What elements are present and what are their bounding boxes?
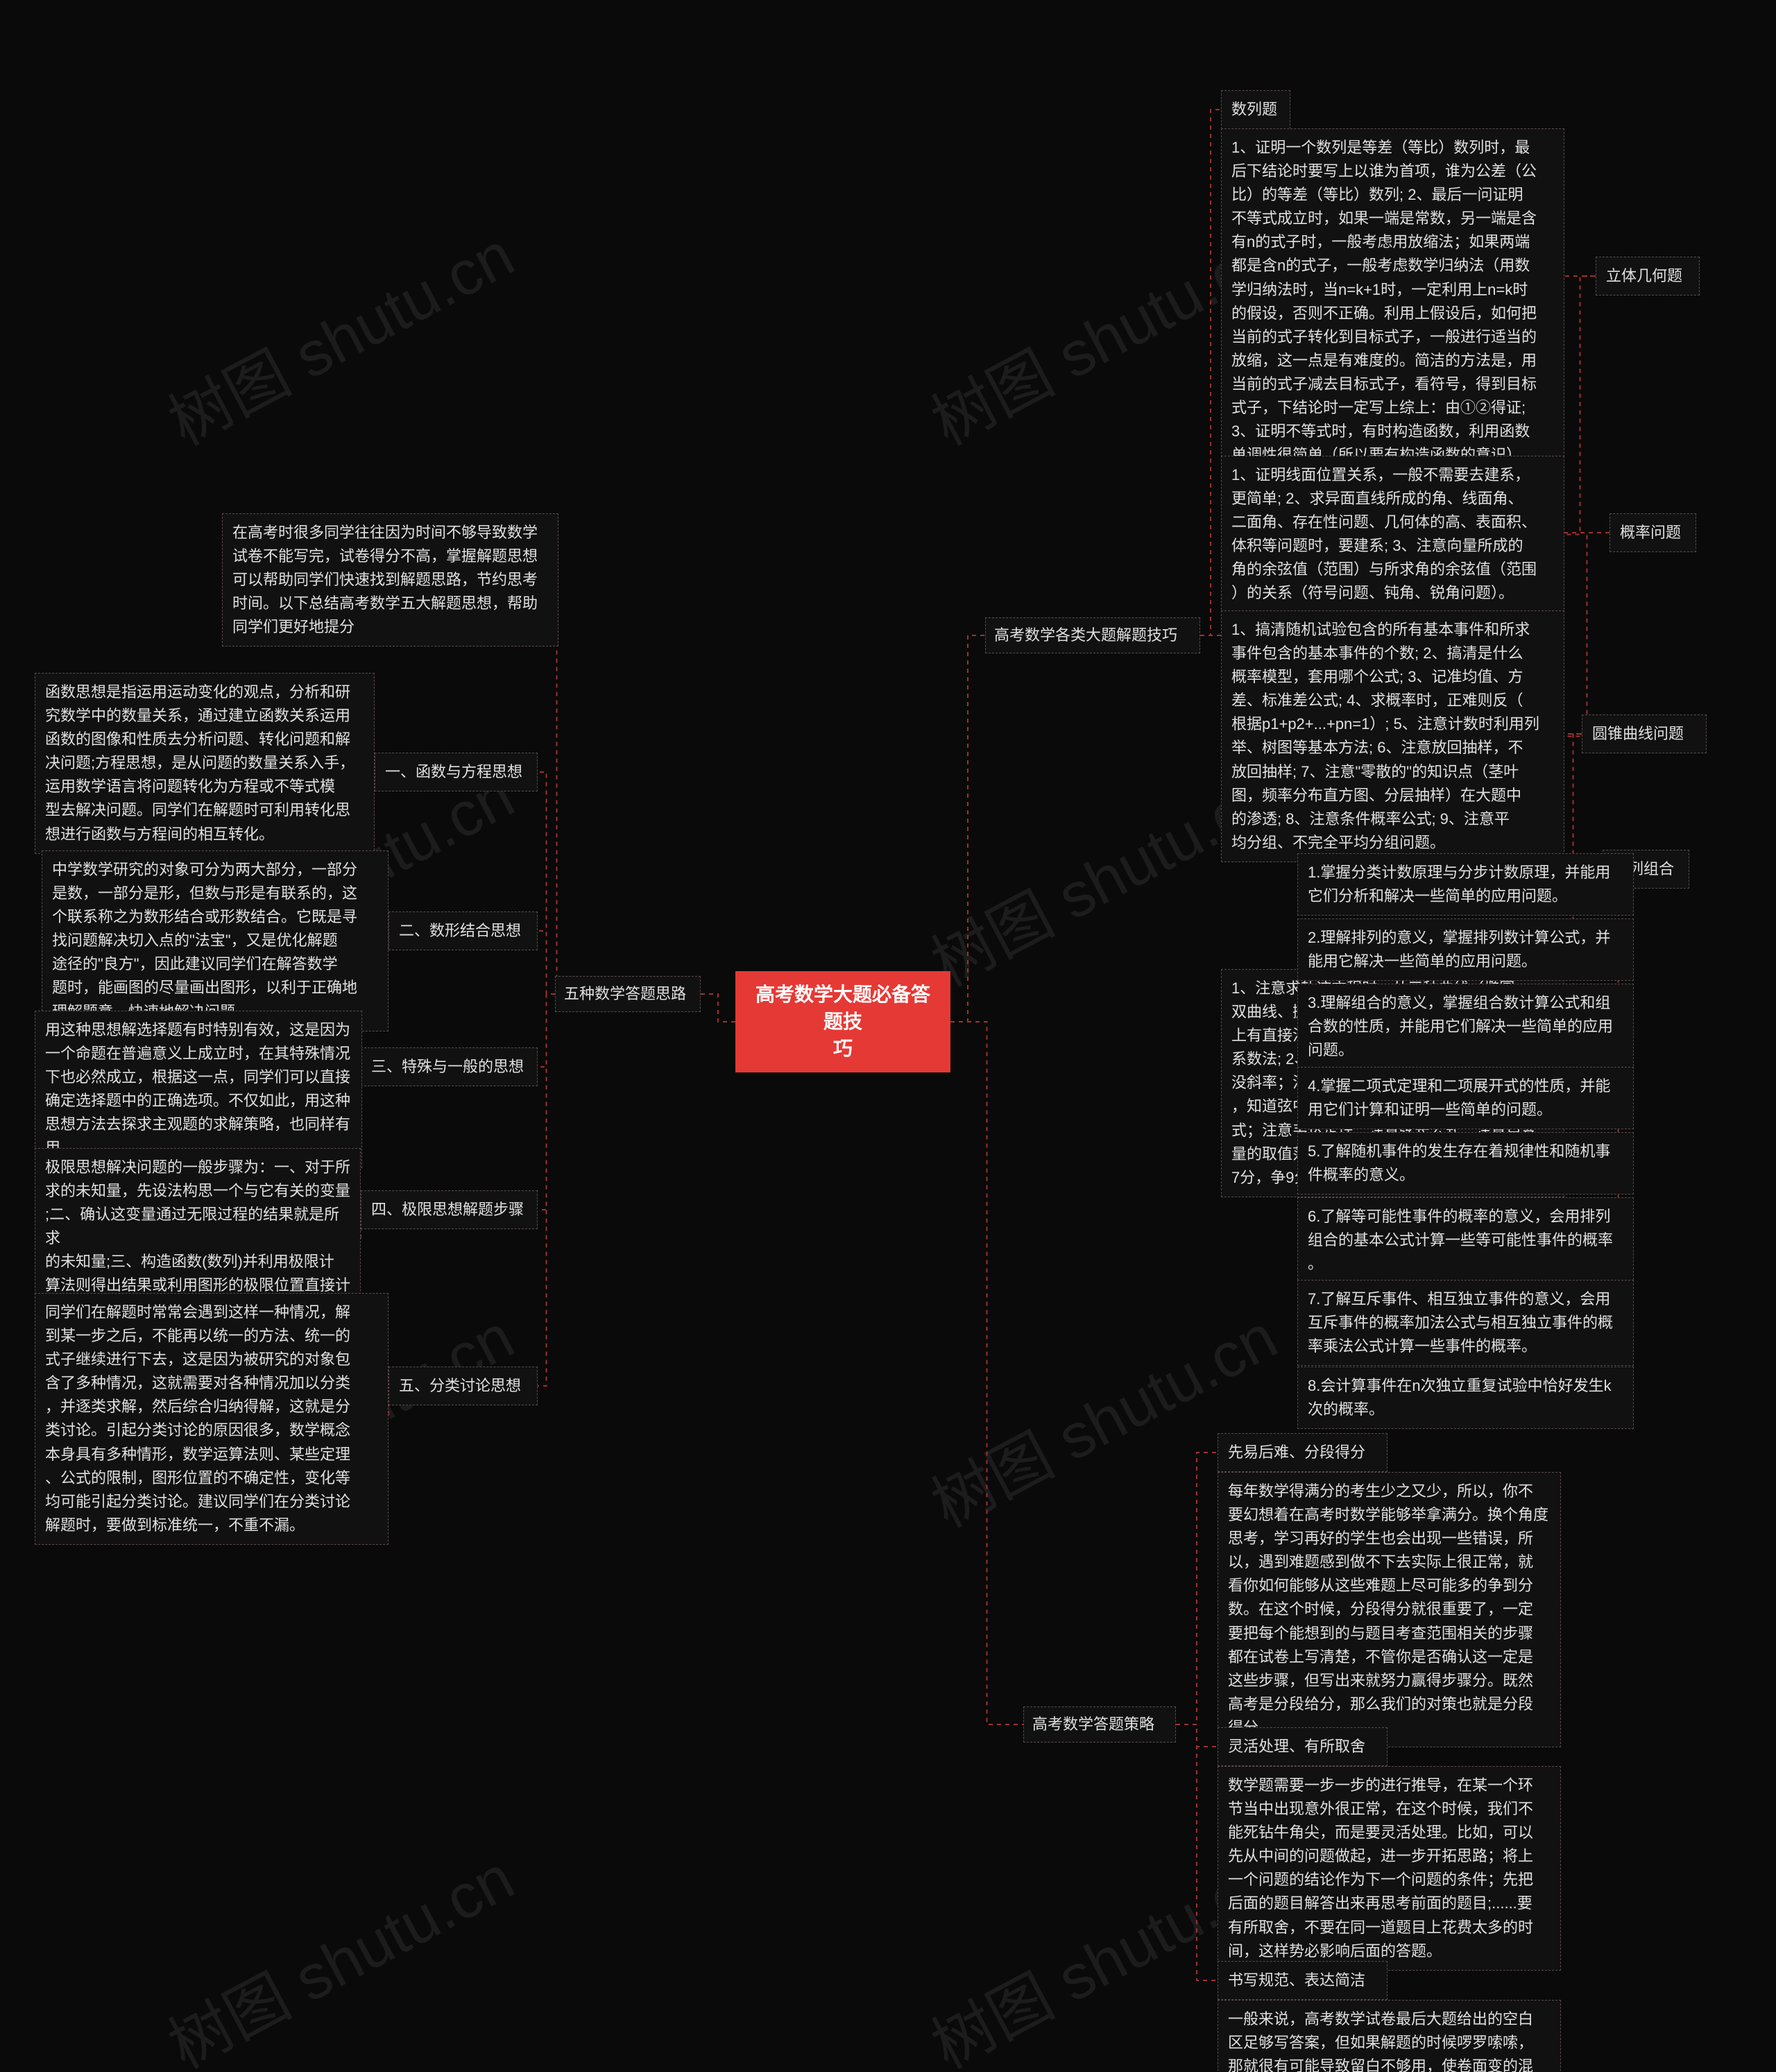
- node-r_solid: 立体几何题: [1596, 257, 1700, 296]
- watermark: 树图 shutu.cn: [152, 208, 531, 471]
- node-l2: 二、数形结合思想: [388, 911, 538, 950]
- node-r_prob: 概率问题: [1610, 513, 1696, 552]
- node-s3d: 一般来说，高考数学试卷最后大题给出的空白 区足够写答案，但如果解题的时候啰罗嗦嗦…: [1218, 2000, 1561, 2072]
- node-r_c1: 1.掌握分类计数原理与分步计数原理，并能用 它们分析和解决一些简单的应用问题。: [1297, 853, 1634, 916]
- node-r_seq: 数列题: [1221, 90, 1290, 129]
- connector: [950, 1022, 1023, 1724]
- node-r_prob_d: 1、搞清随机试验包含的所有基本事件和所求 事件包含的基本事件的个数; 2、搞清是…: [1221, 610, 1564, 862]
- connector: [1564, 276, 1596, 535]
- node-l3: 三、特殊与一般的思想: [361, 1047, 538, 1086]
- connector: [538, 772, 555, 994]
- node-b_tips: 高考数学各类大题解题技巧: [985, 617, 1200, 653]
- node-s2: 灵活处理、有所取舍: [1218, 1727, 1388, 1766]
- connector: [1176, 1724, 1218, 1747]
- node-s1: 先易后难、分段得分: [1218, 1433, 1388, 1472]
- node-l4: 四、极限思想解题步骤: [361, 1190, 538, 1229]
- node-l_intro: 在高考时很多同学往往因为时间不够导致数学 试卷不能写完，试卷得分不高，掌握解题思…: [222, 513, 558, 647]
- node-l5d: 同学们在解题时常常会遇到这样一种情况，解 到某一步之后，不能再以统一的方法、统一…: [35, 1293, 388, 1545]
- connector: [1564, 533, 1610, 737]
- connector: [538, 994, 555, 1386]
- node-r_c8: 8.会计算事件在n次独立重复试验中恰好发生k 次的概率。: [1297, 1367, 1634, 1429]
- node-s2d: 数学题需要一步一步的进行推导，在某一个环 节当中出现意外很正常，在这个时候，我们…: [1218, 1766, 1561, 1971]
- connector: [701, 994, 735, 1022]
- canvas: 树图 shutu.cn树图 shutu.cn树图 shutu.cn树图 shut…: [0, 0, 1776, 2072]
- node-r_solid_d: 1、证明线面位置关系，一般不需要去建系， 更简单; 2、求异面直线所成的角、线面…: [1221, 456, 1564, 613]
- node-l3d: 用这种思想解选择题有时特别有效，这是因为 一个命题在普遍意义上成立时，在其特殊情…: [35, 1011, 362, 1168]
- node-r_conic: 圆锥曲线问题: [1582, 714, 1707, 753]
- node-r_c2: 2.理解排列的意义，掌握排列数计算公式，并 能用它解决一些简单的应用问题。: [1297, 918, 1634, 981]
- node-r_c3: 3.理解组合的意义，掌握组合数计算公式和组 合数的性质，并能用它们解决一些简单的…: [1297, 984, 1634, 1070]
- node-l1d: 函数思想是指运用运动变化的观点，分析和研 究数学中的数量关系，通过建立函数关系运…: [35, 673, 375, 854]
- node-r_c7: 7.了解互斥事件、相互独立事件的意义，会用 互斥事件的概率加法公式与相互独立事件…: [1297, 1280, 1634, 1366]
- node-l5: 五、分类讨论思想: [388, 1367, 538, 1405]
- node-b_strategy: 高考数学答题策略: [1023, 1706, 1176, 1743]
- connector: [538, 994, 555, 1067]
- node-b_left: 五种数学答题思路: [555, 976, 701, 1012]
- connector: [538, 931, 555, 994]
- connector: [1200, 110, 1221, 635]
- node-root: 高考数学大题必备答题技 巧: [735, 971, 950, 1072]
- node-l1: 一、函数与方程思想: [375, 753, 538, 791]
- connector: [538, 994, 555, 1210]
- connector: [1176, 1724, 1218, 1980]
- node-s3: 书写规范、表达简洁: [1218, 1961, 1388, 2000]
- watermark: 树图 shutu.cn: [152, 1831, 531, 2072]
- node-s1d: 每年数学得满分的考生少之又少，所以，你不 要幻想着在高考时数学能够举拿满分。换个…: [1218, 1472, 1561, 1747]
- connector: [1176, 1453, 1218, 1724]
- node-r_seq_d: 1、证明一个数列是等差（等比）数列时，最 后下结论时要写上以谁为首项，谁为公差（…: [1221, 128, 1564, 474]
- node-r_c6: 6.了解等可能性事件的概率的意义，会用排列 组合的基本公式计算一些等可能性事件的…: [1297, 1197, 1634, 1283]
- node-r_c5: 5.了解随机事件的发生存在着规律性和随机事 件概率的意义。: [1297, 1132, 1634, 1195]
- connector: [950, 635, 985, 1022]
- node-l2d: 中学数学研究的对象可分为两大部分，一部分 是数，一部分是形，但数与形是有联系的，…: [42, 850, 388, 1031]
- node-r_c4: 4.掌握二项式定理和二项展开式的性质，并能 用它们计算和证明一些简单的问题。: [1297, 1067, 1634, 1129]
